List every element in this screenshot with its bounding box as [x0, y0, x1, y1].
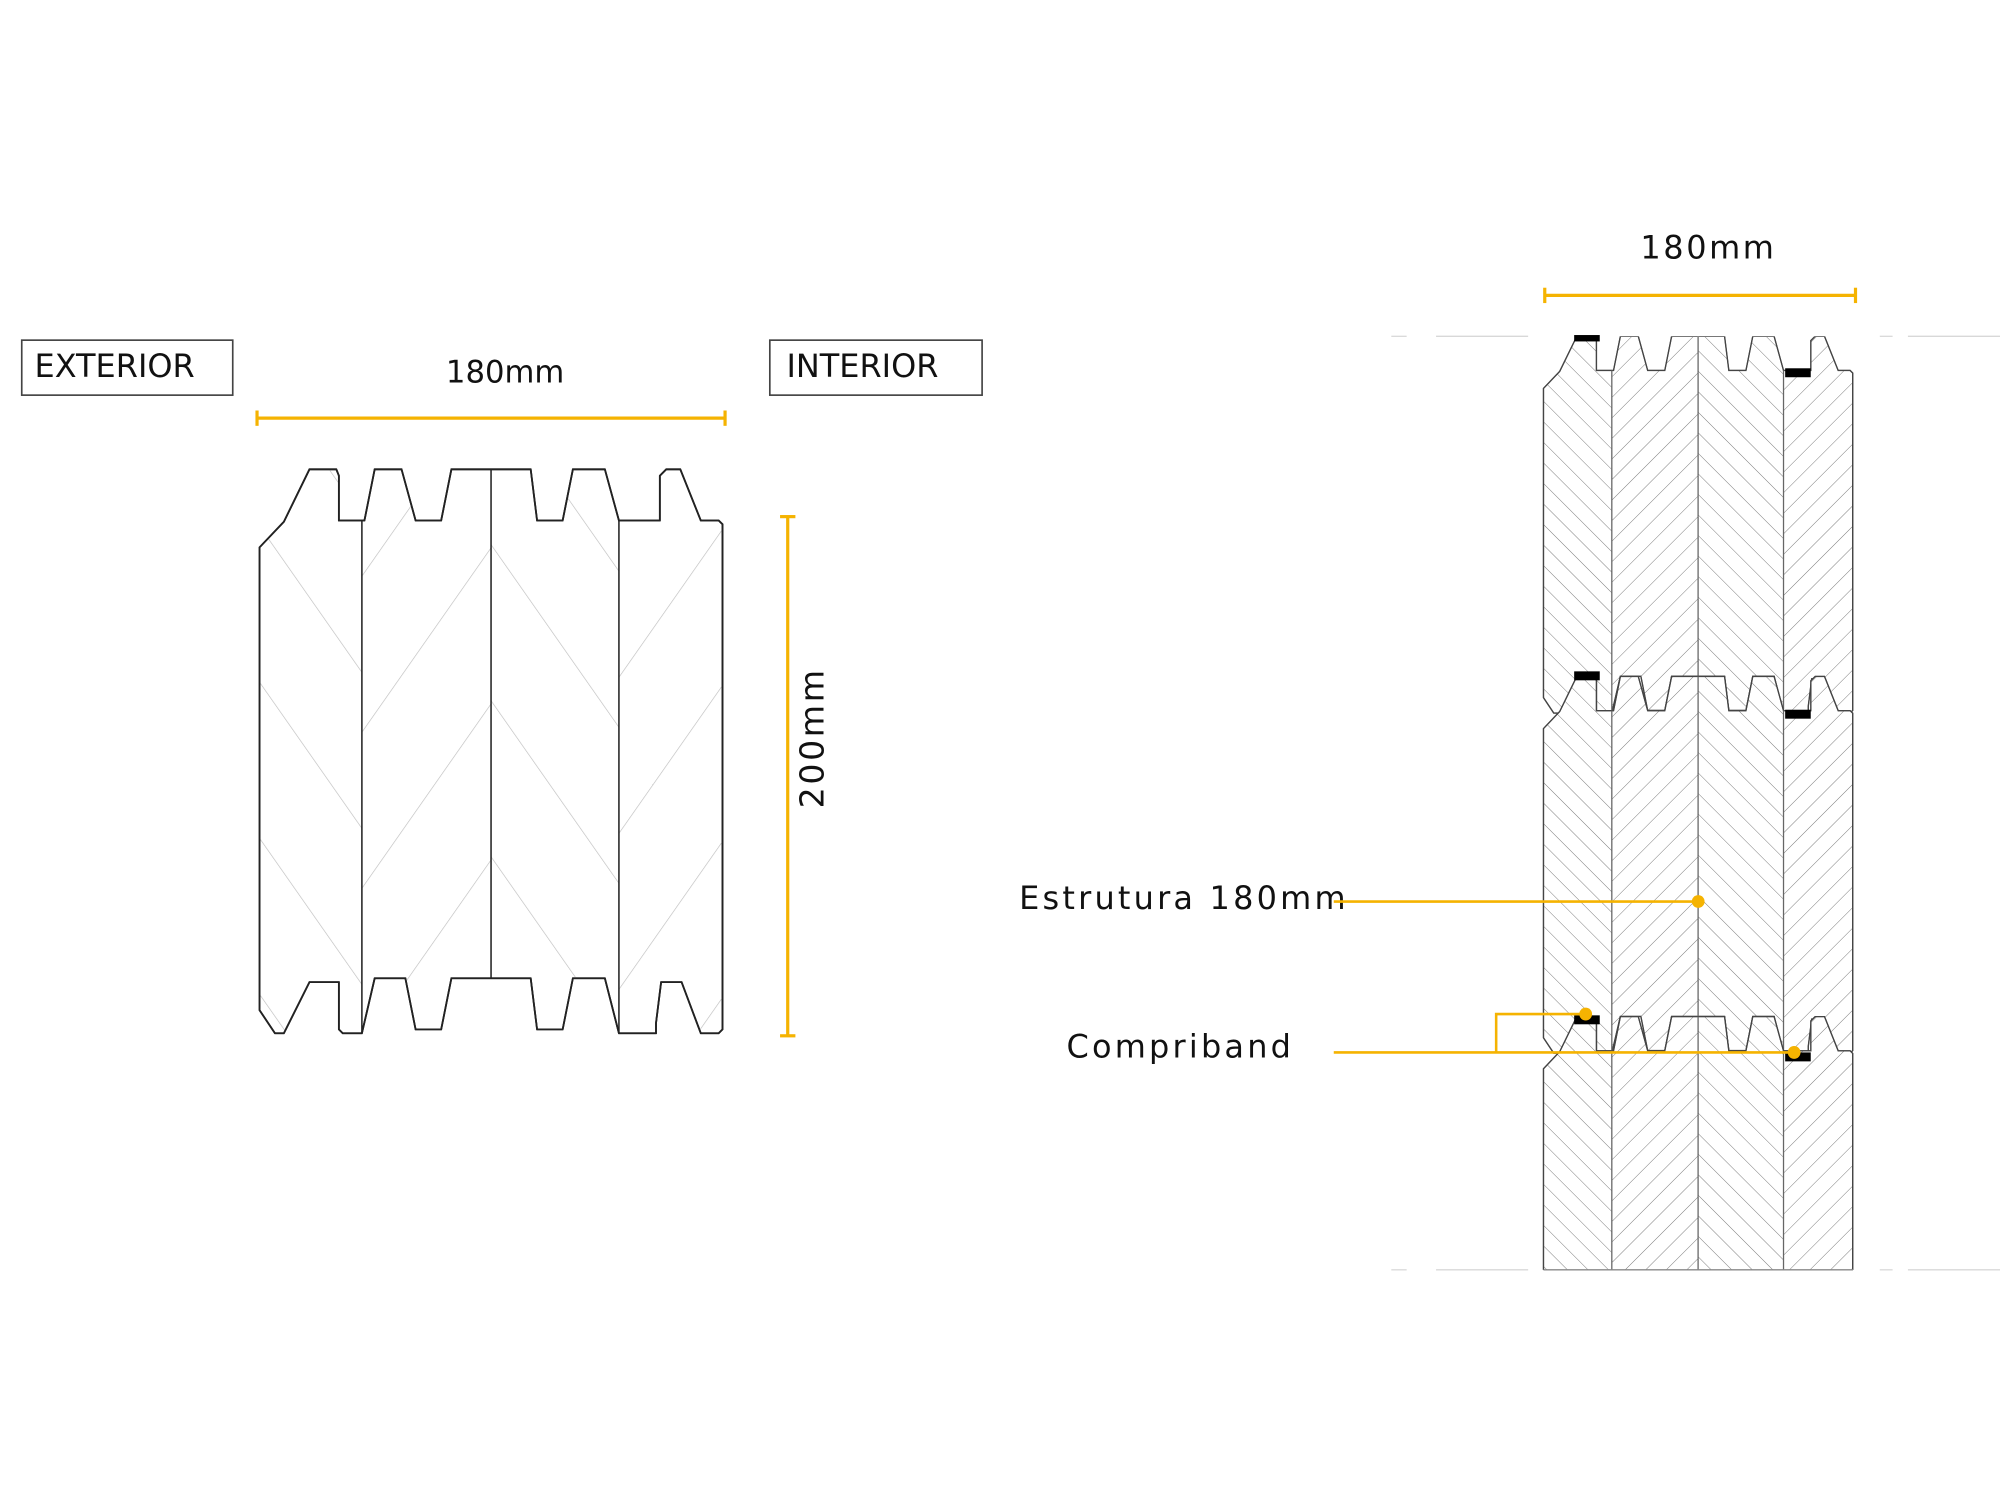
left-height-dimension: 200mm: [780, 515, 832, 1038]
left-width-dimension-text: 180mm: [446, 355, 564, 390]
wall-panel-3: [1541, 1011, 1856, 1404]
exterior-label-box: EXTERIOR: [20, 339, 234, 396]
left-width-dimension: 180mm: [255, 355, 727, 426]
right-width-dimension: 180mm: [1543, 228, 1858, 304]
callout-compriband-label: Compriband: [1066, 1028, 1294, 1066]
stacked-clt-wall: [1541, 330, 1856, 1403]
callout-estrutura: Estrutura 180mm: [1019, 879, 1705, 917]
callout-estrutura-label: Estrutura 180mm: [1019, 879, 1349, 917]
interior-label-box: INTERIOR: [768, 339, 983, 396]
exterior-label: EXTERIOR: [35, 347, 195, 385]
clt-panel-section: [256, 460, 728, 1048]
wall-panel-1: [1541, 330, 1856, 723]
right-width-dimension-text: 180mm: [1640, 228, 1776, 266]
left-height-dimension-text: 200mm: [793, 667, 832, 808]
cut-lines: [1391, 335, 2000, 1271]
callout-compriband: Compriband: [1066, 1007, 1801, 1066]
wall-panel-2: [1541, 670, 1856, 1063]
interior-label: INTERIOR: [786, 347, 938, 385]
